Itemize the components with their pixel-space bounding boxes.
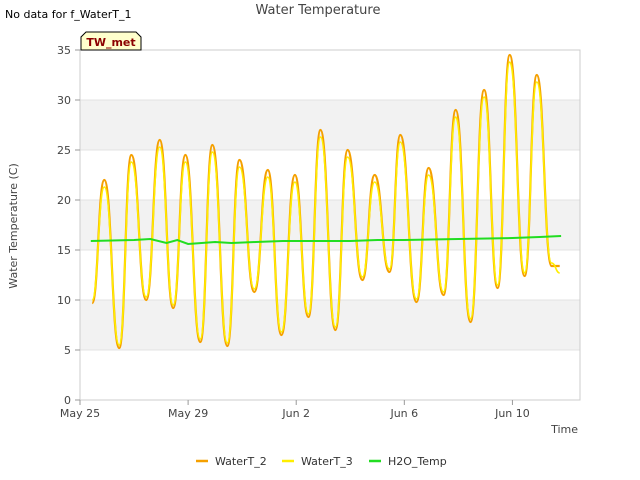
- grid-band: [80, 200, 580, 250]
- y-axis-title: Water Temperature (C): [7, 163, 20, 288]
- legend-label: WaterT_2: [215, 455, 267, 468]
- site-tag-label: TW_met: [86, 36, 135, 49]
- x-tick-label: Jun 10: [494, 407, 530, 420]
- grid-band: [80, 100, 580, 150]
- y-tick-label: 5: [64, 344, 71, 357]
- legend: WaterT_2 WaterT_3 H2O_Temp: [196, 455, 447, 468]
- grid-band: [80, 300, 580, 350]
- x-tick-label: Jun 6: [389, 407, 418, 420]
- legend-label: H2O_Temp: [388, 455, 447, 468]
- y-tick-label: 20: [57, 194, 71, 207]
- legend-label: WaterT_3: [301, 455, 353, 468]
- y-tick-label: 15: [57, 244, 71, 257]
- x-tick-label: Jun 2: [281, 407, 310, 420]
- y-tick-label: 30: [57, 94, 71, 107]
- series-line-watert-3: [91, 61, 560, 346]
- y-tick-label: 0: [64, 394, 71, 407]
- site-tag: TW_met: [80, 31, 142, 51]
- x-tick-label: May 29: [168, 407, 208, 420]
- y-tick-label: 25: [57, 144, 71, 157]
- x-tick-label: May 25: [60, 407, 100, 420]
- no-data-note: No data for f_WaterT_1: [5, 8, 132, 21]
- y-tick-label: 35: [57, 44, 71, 57]
- y-tick-label: 10: [57, 294, 71, 307]
- plot-frame: [79, 49, 581, 401]
- series-line-h2o-temp: [90, 235, 562, 246]
- chart-title: Water Temperature: [256, 3, 381, 18]
- x-axis-title: Time: [550, 423, 578, 436]
